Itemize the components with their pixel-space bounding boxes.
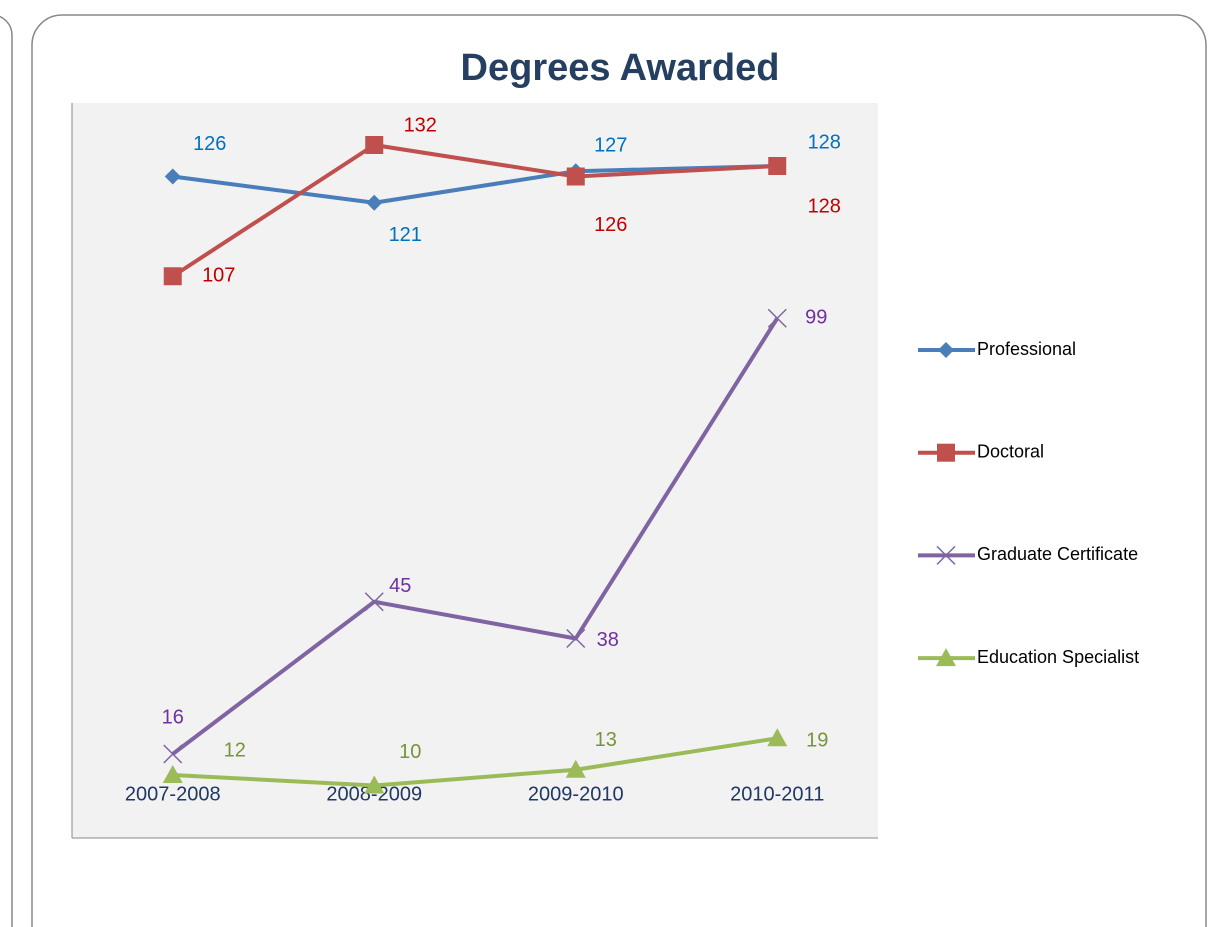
side-card — [0, 15, 13, 927]
marker — [566, 167, 585, 186]
plot-area — [72, 103, 878, 838]
data-label: 127 — [594, 135, 627, 157]
marker — [364, 775, 385, 794]
x-tick-label: 2007-2008 — [125, 783, 221, 805]
series-line — [171, 143, 778, 278]
data-label: 45 — [389, 575, 411, 597]
data-label: 126 — [193, 133, 226, 155]
data-label: 99 — [805, 307, 827, 329]
series-line — [171, 317, 779, 756]
marker — [565, 759, 586, 778]
legend-marker — [936, 545, 956, 565]
legend-label: Doctoral — [977, 441, 1044, 461]
data-label: 128 — [808, 131, 841, 153]
marker — [365, 136, 384, 154]
marker — [767, 308, 787, 328]
data-label: 121 — [389, 224, 422, 246]
data-label: 19 — [806, 730, 828, 752]
data-label: 126 — [594, 214, 627, 236]
marker — [566, 628, 586, 649]
chart-title: Degrees Awarded — [461, 47, 780, 89]
data-label: 13 — [595, 729, 617, 751]
legend-marker — [937, 443, 955, 462]
legend-label: Education Specialist — [977, 647, 1139, 667]
data-label: 10 — [399, 741, 421, 763]
data-label: 128 — [808, 195, 841, 217]
marker — [163, 744, 183, 764]
x-tick-label: 2008-2009 — [326, 783, 422, 805]
x-tick-label: 2009-2010 — [528, 783, 624, 805]
series-line — [172, 164, 778, 205]
marker — [162, 765, 183, 783]
series-line — [172, 736, 778, 788]
data-label: 107 — [202, 265, 235, 287]
legend-label: Graduate Certificate — [977, 544, 1138, 564]
marker — [163, 267, 182, 286]
marker — [366, 194, 383, 211]
data-label: 38 — [597, 629, 619, 651]
marker — [364, 592, 384, 612]
data-label: 132 — [404, 114, 437, 136]
legend-marker — [938, 342, 954, 358]
marker — [164, 168, 181, 185]
marker — [767, 728, 788, 747]
legend-marker — [936, 648, 956, 667]
legend-label: Professional — [977, 339, 1076, 359]
data-label: 16 — [162, 706, 184, 728]
x-tick-label: 2010-2011 — [730, 783, 824, 805]
data-label: 12 — [224, 739, 246, 761]
marker — [768, 157, 787, 175]
